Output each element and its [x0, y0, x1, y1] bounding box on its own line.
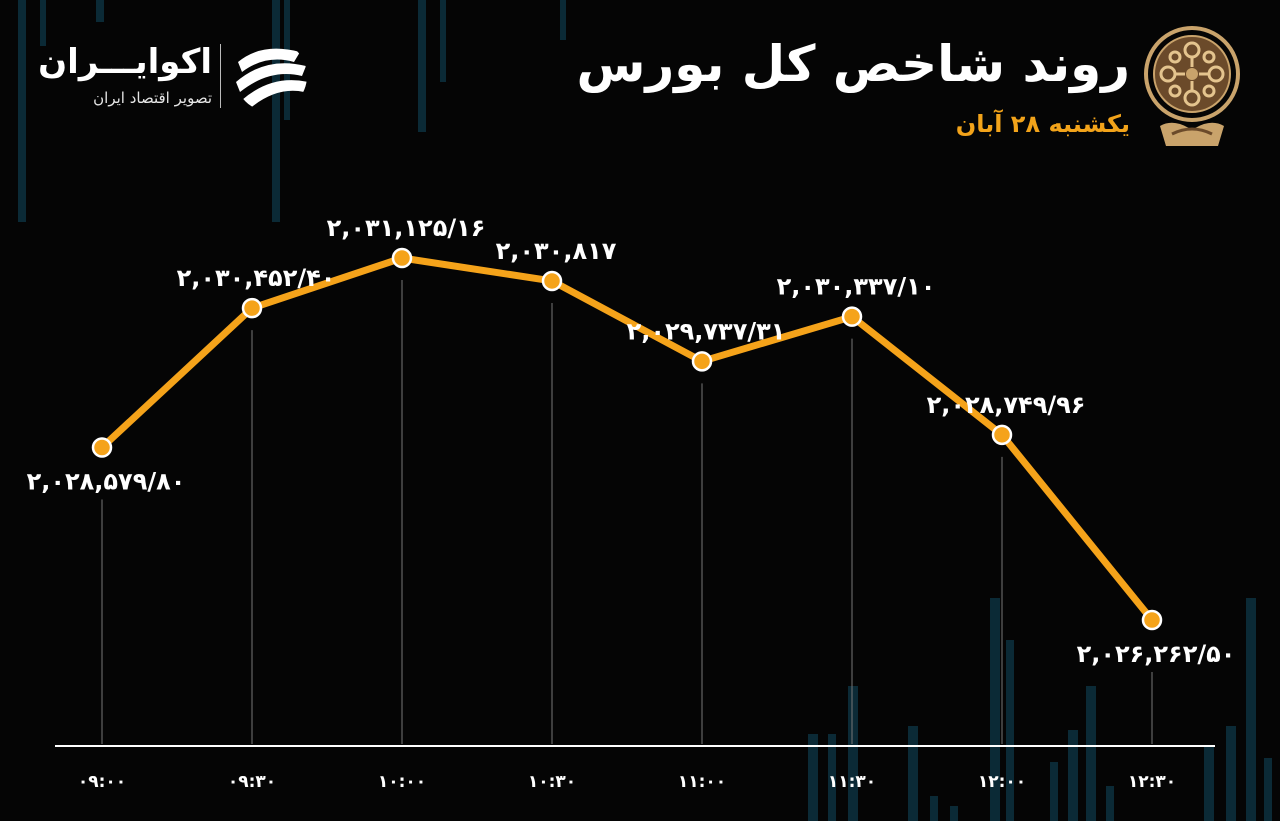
decor-bar	[1086, 686, 1096, 821]
decor-bar	[1264, 758, 1272, 821]
data-label: ۲,۰۳۱,۱۲۵/۱۶	[327, 214, 486, 242]
brand-tagline: تصویر اقتصاد ایران	[93, 89, 212, 107]
data-point	[991, 424, 1013, 446]
brand-name: اکوایـــران	[38, 42, 212, 82]
chart-title: روند شاخص کل بورس	[576, 35, 1130, 93]
decor-bar	[1106, 786, 1114, 821]
decor-bar	[930, 796, 938, 821]
decor-bar	[1204, 746, 1214, 821]
x-tick-label: ۱۱:۳۰	[828, 772, 876, 792]
data-point	[691, 351, 713, 372]
decor-bar	[1246, 598, 1256, 821]
data-label: ۲,۰۳۰,۳۳۷/۱۰	[777, 273, 936, 301]
data-label: ۲,۰۲۸,۵۷۹/۸۰	[27, 467, 186, 495]
decor-bar	[828, 734, 836, 821]
data-point	[841, 306, 863, 327]
decor-bar	[40, 0, 46, 46]
data-point	[241, 297, 263, 319]
x-tick-label: ۱۲:۳۰	[1128, 772, 1176, 792]
data-label: ۲,۰۳۰,۸۱۷	[496, 237, 617, 265]
data-point	[391, 247, 413, 269]
decor-bar	[1006, 640, 1014, 821]
data-point	[91, 437, 113, 458]
x-tick-label: ۰۹:۰۰	[78, 772, 126, 792]
ecoiran-logo-icon	[236, 48, 307, 110]
chart-date: یکشنبه ۲۸ آبان	[955, 110, 1130, 138]
decor-bar	[848, 686, 858, 821]
x-tick-label: ۱۰:۳۰	[528, 772, 576, 792]
decor-bar	[560, 0, 566, 40]
x-tick-label: ۱۰:۰۰	[378, 772, 426, 792]
decor-bar	[440, 0, 446, 82]
decor-bar	[1050, 762, 1058, 821]
x-tick-label: ۱۱:۰۰	[678, 772, 726, 792]
brand-separator	[220, 44, 221, 108]
data-point	[1141, 609, 1163, 631]
decor-bar	[908, 726, 918, 821]
x-tick-label: ۰۹:۳۰	[228, 772, 276, 792]
brand-logo: اکوایـــران تصویر اقتصاد ایران	[38, 36, 310, 116]
decor-bar	[96, 0, 104, 22]
data-label: ۲,۰۲۹,۷۳۷/۳۱	[627, 317, 786, 345]
decor-bar	[950, 806, 958, 821]
data-label: ۲,۰۳۰,۴۵۲/۴۰	[177, 264, 336, 292]
x-tick-label: ۱۲:۰۰	[978, 772, 1026, 792]
data-point	[541, 270, 563, 292]
data-label: ۲,۰۲۸,۷۴۹/۹۶	[927, 391, 1086, 419]
decor-bar	[418, 0, 426, 132]
decor-bar	[18, 0, 26, 222]
decor-bar	[808, 734, 818, 821]
decor-bar	[272, 0, 280, 222]
stock-exchange-emblem-icon	[1144, 26, 1240, 146]
decor-bar	[1226, 726, 1236, 821]
series-line	[98, 254, 1156, 624]
decor-bar	[1068, 730, 1078, 821]
decor-bar	[990, 598, 1000, 821]
data-label: ۲,۰۲۶,۲۶۲/۵۰	[1077, 640, 1236, 668]
